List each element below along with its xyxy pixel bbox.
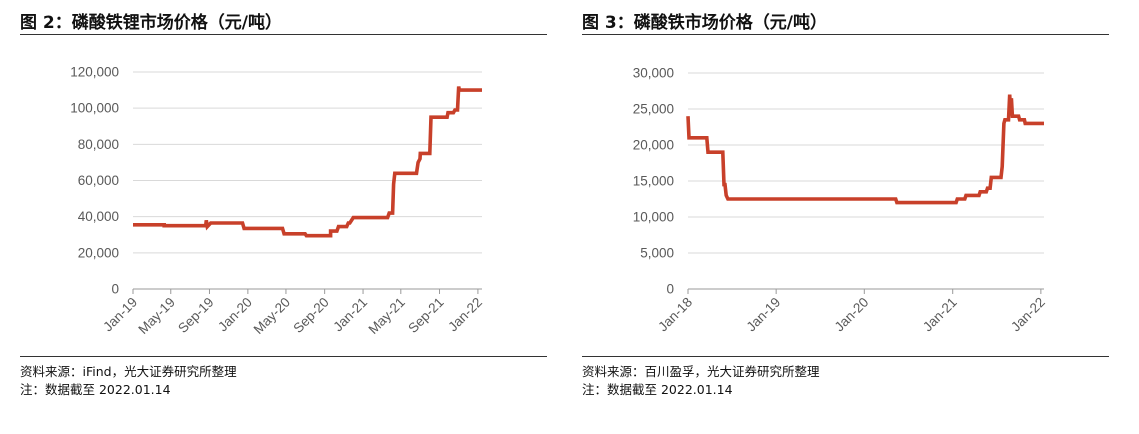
y-tick-label: 20,000 <box>633 138 674 153</box>
x-tick-label: May-19 <box>135 295 177 337</box>
y-tick-label: 120,000 <box>70 65 119 80</box>
date-note: 注：数据截至 2022.01.14 <box>582 382 733 397</box>
y-tick-label: 40,000 <box>78 209 119 224</box>
y-tick-label: 20,000 <box>78 245 119 260</box>
figure-title: 图 2：磷酸铁锂市场价格（元/吨） <box>20 13 282 33</box>
x-tick-label: Sep-21 <box>405 295 446 336</box>
figure-title: 图 3：磷酸铁市场价格（元/吨） <box>582 13 827 33</box>
iron-phosphate-price-chart: 0 5,000 10,000 15,000 20,000 25,000 30,000 Jan-… <box>633 66 1048 335</box>
footer-divider <box>20 356 547 357</box>
x-tick-label: Sep-19 <box>175 295 216 336</box>
figure-panel-lfp-price: 图 2：磷酸铁锂市场价格（元/吨） 0 20,000 40,000 60,000 80,… <box>20 0 547 434</box>
y-tick-label: 5,000 <box>640 246 674 261</box>
x-tick-label: Jan-20 <box>215 295 255 335</box>
x-tick-label: May-21 <box>365 295 407 337</box>
x-tick-label: May-20 <box>251 295 293 337</box>
price-series-line <box>133 86 482 238</box>
source-note: 资料来源：百川盈孚，光大证券研究所整理 <box>582 364 820 379</box>
y-tick-label: 15,000 <box>633 174 674 189</box>
x-tick-label: Jan-22 <box>1008 295 1048 335</box>
y-tick-label: 0 <box>111 282 119 297</box>
x-tick-label: Jan-19 <box>743 295 783 335</box>
y-tick-label: 10,000 <box>633 210 674 225</box>
x-tick-label: Jan-22 <box>445 295 485 335</box>
y-tick-label: 100,000 <box>70 101 119 116</box>
x-tick-label: Jan-21 <box>330 295 370 335</box>
y-tick-label: 25,000 <box>633 102 674 117</box>
source-note: 资料来源：iFind，光大证券研究所整理 <box>20 364 237 379</box>
title-divider <box>20 34 547 35</box>
y-tick-label: 0 <box>666 282 674 297</box>
price-series-line <box>686 94 1044 205</box>
y-tick-label: 60,000 <box>78 173 119 188</box>
x-tick-label: Sep-20 <box>290 295 331 336</box>
y-tick-label: 80,000 <box>78 137 119 152</box>
lfp-price-chart: 0 20,000 40,000 60,000 80,000 100,000 120,000 J… <box>70 65 485 337</box>
x-tick-label: Jan-19 <box>100 295 140 335</box>
date-note: 注：数据截至 2022.01.14 <box>20 382 171 397</box>
title-divider <box>582 34 1109 35</box>
x-tick-label: Jan-21 <box>920 295 960 335</box>
x-tick-label: Jan-18 <box>655 295 695 335</box>
x-tick-label: Jan-20 <box>832 295 872 335</box>
footer-divider <box>582 356 1109 357</box>
figure-panel-iron-phosphate-price: 图 3：磷酸铁市场价格（元/吨） 0 5,000 10,000 15,000 20,00… <box>582 0 1109 434</box>
y-tick-label: 30,000 <box>633 66 674 81</box>
